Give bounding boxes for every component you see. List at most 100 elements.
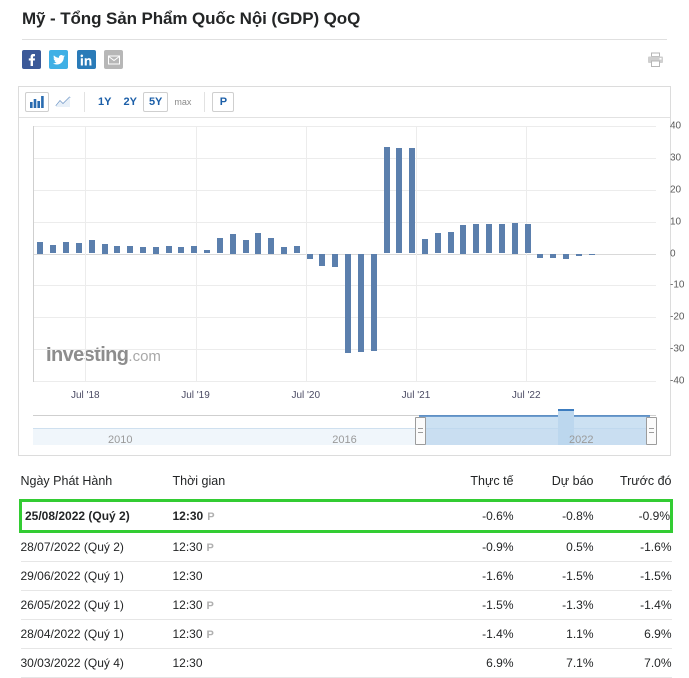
table-row[interactable]: 28/07/2022 (Quý 2) 12:30 P -0.9% 0.5% -1.6%: [20, 531, 672, 562]
line-chart-type-button[interactable]: [51, 92, 75, 112]
chart-vgridline: [85, 126, 87, 381]
chart-bar[interactable]: [165, 246, 172, 254]
chart-bar[interactable]: [332, 253, 339, 267]
chart-navigator[interactable]: 2010 2016 2022: [33, 407, 657, 449]
chart-bar[interactable]: [178, 247, 185, 254]
y-axis-label: 30: [670, 152, 682, 164]
chart-bar[interactable]: [434, 233, 441, 254]
chart-bar[interactable]: [562, 253, 569, 259]
plot-canvas[interactable]: Investing.com 40 30 20 10 0 -10 -20 -30 -40 Jul '…: [33, 121, 684, 401]
chart-bar[interactable]: [588, 253, 595, 256]
chart-bar[interactable]: [75, 243, 82, 254]
chart-bar[interactable]: [421, 239, 428, 254]
header-forecast[interactable]: Dự báo: [513, 474, 594, 502]
navigator-handle-left[interactable]: [415, 417, 427, 445]
chart-bar[interactable]: [550, 253, 557, 259]
chart-bar[interactable]: [498, 223, 505, 254]
chart-bar[interactable]: [229, 234, 236, 254]
chart-bar[interactable]: [280, 247, 287, 254]
cell-forecast: -1.3%: [513, 590, 594, 620]
chart-bar[interactable]: [50, 244, 57, 254]
chart-bar[interactable]: [127, 246, 134, 254]
chart-vgridline: [195, 126, 197, 381]
chart-bar[interactable]: [383, 147, 390, 254]
chart-bar[interactable]: [293, 245, 300, 254]
chart-bar[interactable]: [88, 240, 95, 254]
chart-bar[interactable]: [345, 253, 352, 353]
chart-bar[interactable]: [473, 224, 480, 254]
chart-bar[interactable]: [537, 253, 544, 258]
chart-bar[interactable]: [524, 223, 531, 254]
header-time[interactable]: Thời gian: [172, 474, 419, 502]
table-row[interactable]: 28/04/2022 (Quý 1) 12:30 P -1.4% 1.1% 6.9%: [20, 619, 672, 649]
cell-release-date: 30/03/2022 (Quý 4): [20, 648, 173, 678]
chart-bar[interactable]: [486, 224, 493, 254]
twitter-icon: [52, 54, 65, 64]
range-max-button[interactable]: max: [174, 97, 192, 107]
print-button[interactable]: [643, 48, 667, 72]
chart-bar[interactable]: [409, 147, 416, 254]
chart-bar[interactable]: [139, 246, 146, 254]
linkedin-share-button[interactable]: [76, 50, 96, 69]
chart-bar[interactable]: [357, 253, 364, 353]
navigator-selection[interactable]: [419, 415, 650, 445]
chart-gridline: 30: [34, 152, 681, 163]
table-header-row: Ngày Phát Hành Thời gian Thực tế Dự báo …: [20, 474, 672, 502]
table-row[interactable]: 30/03/2022 (Quý 4) 12:30 6.9% 7.1% 7.0%: [20, 648, 672, 678]
twitter-share-button[interactable]: [49, 50, 69, 69]
title-divider: [22, 39, 667, 40]
chart-bar[interactable]: [268, 237, 275, 254]
plot-area: Investing.com 40 30 20 10 0 -10 -20 -30 -40 Jul '…: [19, 118, 684, 418]
facebook-share-button[interactable]: [22, 50, 41, 69]
chart-bar[interactable]: [460, 224, 467, 254]
range-1y-button[interactable]: 1Y: [98, 96, 112, 108]
cell-release-date: 26/05/2022 (Quý 1): [20, 590, 173, 620]
table-row[interactable]: 25/08/2022 (Quý 2) 12:30 P -0.6% -0.8% -0.9%: [19, 499, 673, 533]
navigator-outline: [33, 415, 656, 416]
header-previous[interactable]: Trước đó: [593, 474, 672, 502]
chart-bar[interactable]: [191, 245, 198, 254]
chart-gridline: -30: [34, 344, 684, 355]
x-axis-label: Jul '22: [511, 390, 541, 401]
navigator-handle-right[interactable]: [645, 417, 657, 445]
email-share-button[interactable]: [104, 50, 124, 69]
y-axis-label: 0: [670, 248, 676, 259]
chart-bar[interactable]: [575, 253, 582, 257]
chart-bar[interactable]: [101, 243, 108, 254]
chart-bar[interactable]: [255, 232, 262, 254]
chart-bar[interactable]: [306, 253, 313, 259]
cell-release-date: 28/04/2022 (Quý 1): [20, 619, 173, 649]
range-5y-button[interactable]: 5Y: [142, 92, 169, 112]
chart-bar[interactable]: [319, 253, 326, 267]
cell-time: 12:30 P: [172, 590, 419, 620]
cell-previous: -1.6%: [593, 531, 672, 562]
y-axis-label: -10: [670, 279, 685, 291]
range-2y-button[interactable]: 2Y: [123, 96, 137, 108]
chart-bar[interactable]: [114, 245, 121, 254]
chart-bar[interactable]: [447, 232, 454, 254]
navigator-year-label: 2022: [568, 434, 594, 446]
cell-forecast: -1.5%: [513, 561, 594, 591]
chart-bar[interactable]: [204, 249, 211, 254]
header-release-date[interactable]: Ngày Phát Hành: [20, 474, 173, 502]
x-axis-label: Jul '18: [70, 390, 100, 401]
chart-bar[interactable]: [511, 223, 518, 254]
pattern-button[interactable]: P: [212, 92, 235, 112]
chart-bar[interactable]: [370, 253, 377, 351]
chart-bar[interactable]: [37, 242, 44, 254]
chart-bar[interactable]: [396, 147, 403, 254]
bar-chart-type-button[interactable]: [25, 92, 49, 112]
chart-bar[interactable]: [216, 238, 223, 254]
cell-previous: -1.4%: [593, 590, 672, 620]
chart-bar[interactable]: [63, 242, 70, 254]
table-row[interactable]: 26/05/2022 (Quý 1) 12:30 P -1.5% -1.3% -1.4%: [20, 590, 672, 620]
history-table: Ngày Phát Hành Thời gian Thực tế Dự báo …: [19, 474, 673, 678]
investing-watermark: Investing.com: [46, 344, 161, 366]
table-row[interactable]: 29/06/2022 (Quý 1) 12:30 -1.6% -1.5% -1.5%: [20, 561, 672, 591]
header-actual[interactable]: Thực tế: [418, 474, 514, 502]
navigator-year-label: 2016: [332, 434, 357, 446]
table-body: 25/08/2022 (Quý 2) 12:30 P -0.6% -0.8% -0.9% 2…: [19, 499, 673, 678]
chart-bar[interactable]: [152, 247, 159, 254]
navigator-track[interactable]: 2010 2016 2022: [33, 409, 657, 446]
chart-bar[interactable]: [242, 240, 249, 254]
